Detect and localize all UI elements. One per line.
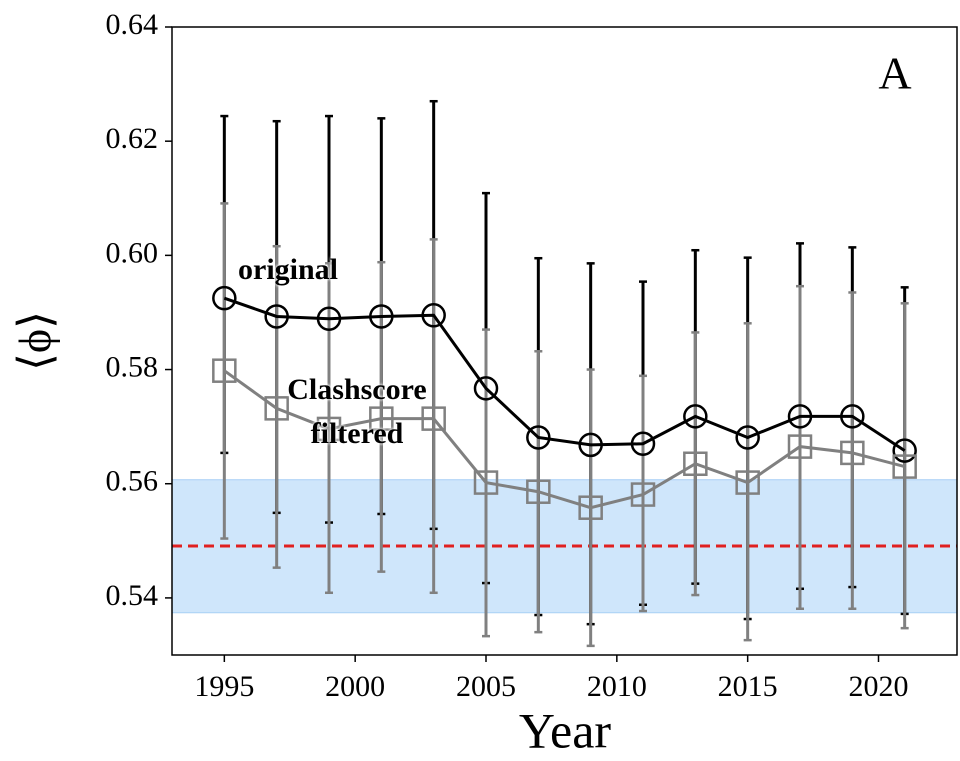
marker [473, 470, 499, 495]
marker [578, 495, 603, 520]
marker [526, 425, 551, 450]
x-tick-label: 2020 [849, 670, 909, 703]
y-tick-label: 0.62 [106, 122, 159, 155]
x-tick-label: 2005 [456, 670, 516, 703]
y-axis-label: ⟨ϕ⟩ [10, 311, 61, 371]
marker [840, 404, 865, 429]
marker [787, 434, 813, 459]
marker [787, 404, 813, 429]
marker [316, 306, 342, 331]
x-tick-label: 2015 [718, 670, 778, 703]
y-tick-label: 0.58 [106, 350, 159, 383]
panel-label: A [878, 48, 911, 99]
y-tick-label: 0.54 [106, 579, 159, 612]
series-line [223, 296, 906, 452]
x-tick-label: 1995 [194, 670, 254, 703]
marker [473, 376, 499, 401]
x-axis-label: Year [519, 702, 611, 758]
series-label: Clashscore filtered [287, 373, 427, 450]
marker [683, 451, 708, 476]
marker [526, 479, 551, 504]
series-label: original [238, 253, 339, 286]
marker [630, 431, 656, 457]
marker [892, 454, 917, 479]
marker [212, 358, 237, 383]
marker [212, 285, 237, 311]
series-line [223, 369, 906, 510]
marker [264, 396, 289, 421]
marker [735, 425, 760, 450]
marker [630, 482, 656, 507]
marker [369, 304, 394, 329]
marker [840, 440, 865, 466]
marker [683, 404, 708, 429]
y-tick-label: 0.56 [106, 465, 159, 498]
marker [264, 304, 289, 329]
y-tick-label: 0.64 [106, 8, 159, 41]
marker [421, 303, 446, 328]
marker [892, 438, 917, 463]
x-tick-label: 2000 [325, 670, 385, 703]
marker [421, 406, 446, 431]
y-tick-label: 0.60 [106, 236, 159, 269]
marker [316, 416, 342, 442]
x-tick-label: 2010 [587, 670, 647, 703]
marker [735, 470, 760, 495]
plot-frame [171, 26, 958, 656]
marker [578, 432, 603, 458]
marker [369, 406, 394, 431]
